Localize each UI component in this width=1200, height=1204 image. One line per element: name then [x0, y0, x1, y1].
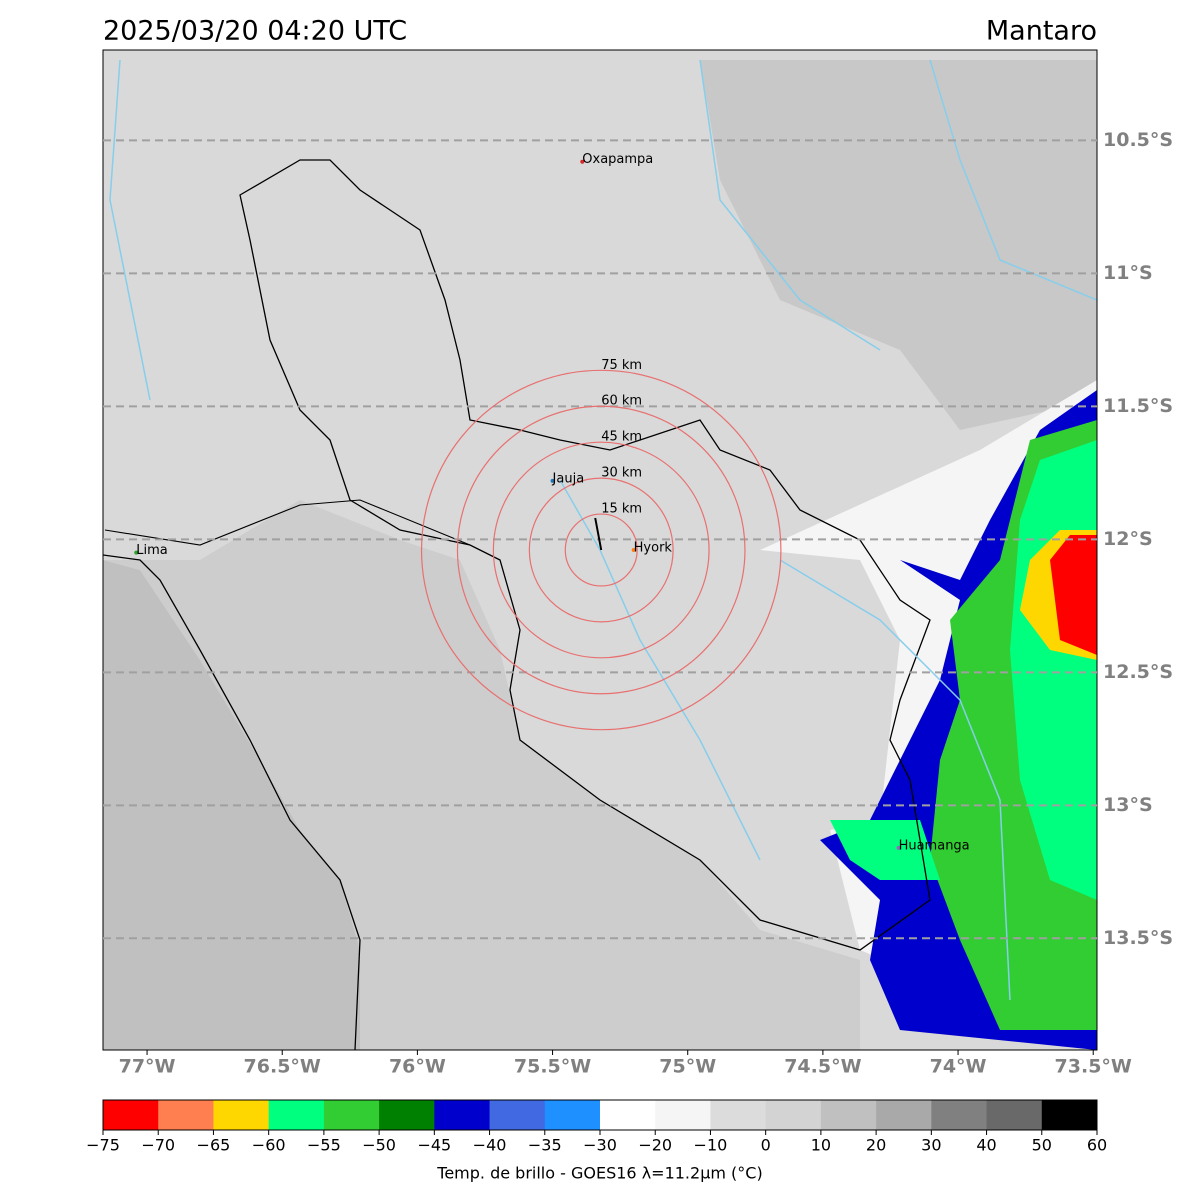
colorbar-tick-label: −55	[307, 1136, 341, 1155]
place-marker	[631, 548, 636, 552]
colorbar-segment	[544, 1100, 601, 1130]
place-label: Jauja	[552, 471, 585, 486]
colorbar-segment	[931, 1100, 988, 1130]
colorbar-tick-label: −35	[528, 1136, 562, 1155]
colorbar-segment	[268, 1100, 325, 1130]
lat-tick-label: 13°S	[1103, 794, 1153, 816]
range-ring-label: 75 km	[601, 358, 642, 373]
range-ring-label: 15 km	[601, 502, 642, 517]
title: 2025/03/20 04:20 UTC	[103, 16, 407, 47]
colorbar-segment	[655, 1100, 711, 1130]
colorbar-tick-label: −50	[362, 1136, 396, 1155]
place-marker	[550, 478, 555, 483]
lat-tick-label: 12°S	[1103, 528, 1153, 550]
lat-tick-label: 13.5°S	[1103, 927, 1173, 949]
colorbar-segment	[1041, 1100, 1098, 1130]
colorbar-label: Temp. de brillo - GOES16 λ=11.2μm (°C)	[436, 1164, 762, 1183]
colorbar-segment	[876, 1100, 932, 1130]
colorbar-tick-label: 40	[976, 1136, 996, 1155]
colorbar-segment	[820, 1100, 877, 1130]
colorbar-tick-label: −60	[252, 1136, 286, 1155]
colorbar-tick-label: 20	[866, 1136, 886, 1155]
colorbar-segment	[379, 1100, 435, 1130]
range-ring	[492, 441, 710, 659]
colorbar-segment	[710, 1100, 767, 1130]
range-ring-label: 45 km	[601, 430, 642, 445]
colorbar-tick-label: 60	[1087, 1136, 1107, 1155]
range-ring	[564, 513, 638, 587]
colorbar-tick-label: −70	[141, 1136, 175, 1155]
colorbar-tick-label: −45	[417, 1136, 451, 1155]
region-name: Mantaro	[986, 16, 1097, 47]
place-marker	[580, 159, 585, 164]
lon-tick-label: 75.5°W	[514, 1056, 591, 1078]
place-label: Huamanga	[899, 838, 970, 853]
range-ring-label: 30 km	[601, 466, 642, 481]
direction-line	[594, 517, 603, 551]
colorbar-tick-label: −20	[638, 1136, 672, 1155]
colorbar-tick-label: 0	[761, 1136, 771, 1155]
place-label: Lima	[136, 543, 167, 558]
place-marker	[134, 550, 139, 555]
place-marker	[896, 845, 901, 850]
lat-tick-label: 11°S	[1103, 262, 1153, 284]
colorbar-tick-label: 30	[921, 1136, 941, 1155]
colorbar-segment	[765, 1100, 822, 1130]
colorbar-tick-label: −10	[694, 1136, 728, 1155]
lon-tick-label: 74°W	[930, 1056, 987, 1078]
colorbar-segment	[103, 1100, 159, 1130]
lon-tick-label: 75°W	[659, 1056, 716, 1078]
colorbar-tick-label: −75	[86, 1136, 120, 1155]
colorbar-tick-label: 10	[811, 1136, 831, 1155]
colorbar-tick-label: −30	[583, 1136, 617, 1155]
lon-tick-label: 76.5°W	[244, 1056, 321, 1078]
colorbar-segment	[213, 1100, 270, 1130]
lon-tick-label: 77°W	[119, 1056, 176, 1078]
range-ring	[456, 405, 746, 695]
colorbar-segment	[986, 1100, 1043, 1130]
map-frame	[102, 49, 1098, 1051]
lat-tick-label: 11.5°S	[1103, 395, 1173, 417]
colorbar-tick-label: −40	[473, 1136, 507, 1155]
lon-tick-label: 74.5°W	[784, 1056, 861, 1078]
colorbar-segment	[158, 1100, 214, 1130]
lat-tick-label: 10.5°S	[1103, 129, 1173, 151]
colorbar-tick-label: 50	[1032, 1136, 1052, 1155]
range-ring	[528, 477, 674, 623]
lon-tick-label: 73.5°W	[1055, 1056, 1132, 1078]
lat-tick-label: 12.5°S	[1103, 661, 1173, 683]
colorbar-segment	[323, 1100, 380, 1130]
colorbar-segment	[434, 1100, 491, 1130]
place-label: Hyork	[634, 541, 673, 556]
colorbar-segment	[600, 1100, 656, 1130]
lon-tick-label: 76°W	[389, 1056, 446, 1078]
colorbar-segment	[489, 1100, 546, 1130]
map-background	[103, 50, 1097, 1050]
range-ring	[420, 369, 782, 731]
range-ring-label: 60 km	[601, 394, 642, 409]
colorbar-tick-label: −65	[197, 1136, 231, 1155]
place-label: Oxapampa	[582, 152, 653, 167]
